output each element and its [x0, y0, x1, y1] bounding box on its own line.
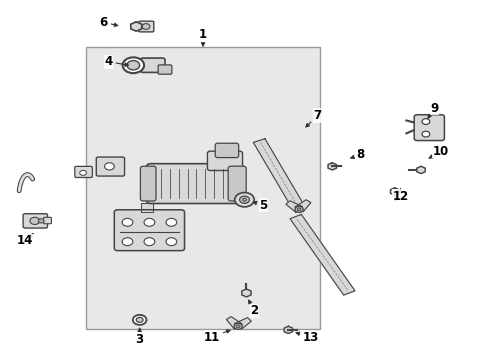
FancyBboxPatch shape: [139, 21, 154, 32]
Circle shape: [30, 217, 40, 225]
Circle shape: [122, 57, 144, 73]
FancyBboxPatch shape: [140, 166, 156, 201]
Circle shape: [144, 238, 155, 246]
Circle shape: [127, 60, 140, 70]
Text: 11: 11: [203, 330, 229, 343]
Circle shape: [234, 193, 254, 207]
Polygon shape: [253, 139, 303, 207]
Polygon shape: [284, 326, 292, 333]
Text: 4: 4: [104, 55, 128, 68]
FancyBboxPatch shape: [43, 217, 51, 224]
Text: 3: 3: [135, 328, 143, 346]
FancyBboxPatch shape: [215, 143, 238, 158]
Circle shape: [242, 198, 246, 201]
Text: 9: 9: [427, 102, 438, 118]
Circle shape: [421, 131, 429, 137]
Circle shape: [165, 219, 176, 226]
Bar: [86, 47, 320, 329]
Circle shape: [421, 119, 429, 125]
Circle shape: [142, 24, 150, 30]
Polygon shape: [130, 22, 142, 31]
Polygon shape: [295, 200, 310, 212]
Circle shape: [144, 219, 155, 226]
Circle shape: [80, 170, 86, 175]
Polygon shape: [327, 163, 336, 170]
Circle shape: [133, 315, 146, 325]
Circle shape: [122, 219, 133, 226]
FancyBboxPatch shape: [23, 214, 47, 228]
Text: 12: 12: [391, 189, 408, 203]
Polygon shape: [289, 215, 354, 295]
Circle shape: [234, 323, 242, 329]
Circle shape: [236, 325, 240, 328]
Polygon shape: [285, 201, 302, 212]
FancyBboxPatch shape: [146, 164, 240, 203]
FancyBboxPatch shape: [114, 210, 184, 251]
Text: 5: 5: [253, 199, 267, 212]
FancyBboxPatch shape: [75, 166, 92, 177]
Polygon shape: [241, 289, 250, 297]
Polygon shape: [226, 316, 242, 329]
Text: 1: 1: [199, 28, 207, 46]
FancyBboxPatch shape: [158, 65, 171, 74]
Polygon shape: [416, 166, 425, 174]
Polygon shape: [141, 203, 153, 212]
Text: 10: 10: [428, 145, 447, 158]
FancyBboxPatch shape: [96, 157, 124, 176]
Text: 6: 6: [100, 16, 118, 29]
FancyBboxPatch shape: [413, 115, 444, 140]
Text: 8: 8: [350, 148, 364, 161]
Circle shape: [38, 219, 44, 223]
Text: 2: 2: [248, 300, 258, 318]
Circle shape: [297, 208, 301, 211]
Circle shape: [136, 318, 143, 322]
Text: 7: 7: [305, 109, 321, 127]
Circle shape: [122, 238, 133, 246]
Circle shape: [165, 238, 176, 246]
Circle shape: [104, 163, 114, 170]
Polygon shape: [389, 188, 398, 195]
Polygon shape: [234, 318, 251, 329]
FancyBboxPatch shape: [141, 58, 164, 72]
Text: 14: 14: [17, 234, 33, 247]
FancyBboxPatch shape: [228, 166, 245, 201]
Circle shape: [294, 206, 303, 212]
Circle shape: [239, 196, 249, 203]
FancyBboxPatch shape: [207, 151, 242, 171]
Text: 13: 13: [296, 331, 319, 344]
